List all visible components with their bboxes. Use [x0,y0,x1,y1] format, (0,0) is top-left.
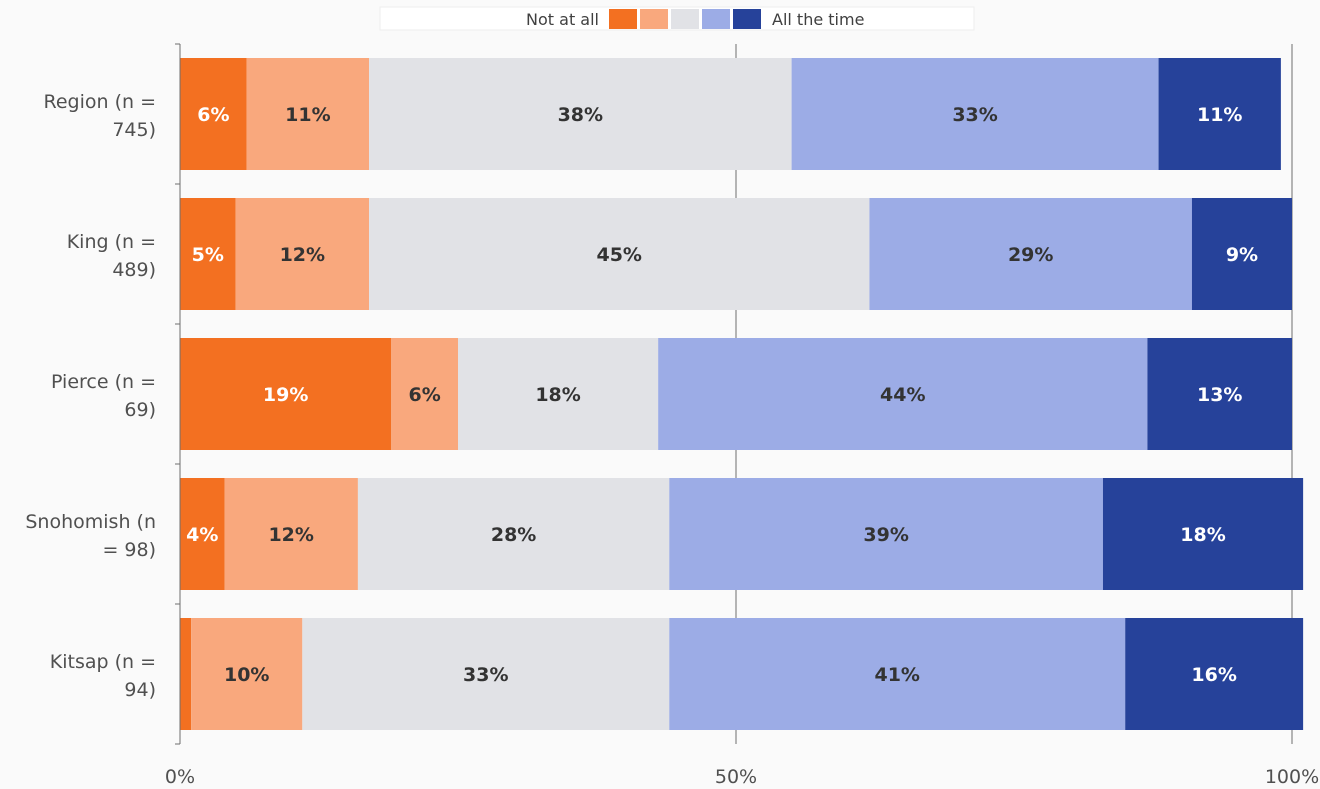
category-label: King (n = 489) [67,231,156,281]
category-label: Snohomish (n = 98) [25,511,156,561]
bar-segment [357,478,670,590]
bar-segment [180,618,192,730]
bar-data-label: 16% [1191,664,1236,686]
bar-segment [224,478,358,590]
bar-data-label: 38% [558,104,603,126]
legend-swatch [671,9,699,29]
bar-data-label: 6% [409,384,441,406]
legend-swatch [640,9,668,29]
category-label-line: Region (n = [44,91,157,113]
bar-data-label: 11% [285,104,330,126]
bar-segment [391,338,458,450]
bar-data-label: 28% [491,524,536,546]
bar-segment [658,338,1148,450]
legend-right-label: All the time [772,10,864,29]
bar-segment [669,618,1126,730]
legend-swatch [609,9,637,29]
bar-segment [1125,618,1304,730]
bar-data-label: 6% [197,104,229,126]
category-label: Pierce (n = 69) [51,371,156,421]
bar-data-label: 18% [535,384,580,406]
bar-data-label: 33% [952,104,997,126]
category-label-line: = 98) [102,539,156,561]
bar-segment [180,338,392,450]
bar-data-label: 13% [1197,384,1242,406]
category-label: Kitsap (n = 94) [50,651,156,701]
bar-data-label: 11% [1197,104,1242,126]
bar-segment [669,478,1103,590]
category-label: Region (n = 745) [44,91,157,141]
category-label-line: 489) [112,259,156,281]
bar-segment [235,198,370,310]
bar-data-label: 41% [874,664,919,686]
bar-data-label: 29% [1008,244,1053,266]
bar-segment [246,58,370,170]
x-tick-label: 100% [1265,766,1319,788]
legend-swatches [609,9,761,29]
bar-data-label: 10% [224,664,269,686]
legend-swatch [733,9,761,29]
x-tick-label: 50% [715,766,757,788]
axis-layer: 0% 50% 100% Region (n = 745) King (n = 489) Pie… [25,43,1319,788]
category-label-line: Snohomish (n [25,511,156,533]
category-label-line: 69) [124,399,156,421]
legend-left-label: Not at all [526,10,599,29]
bar-segment [1191,198,1292,310]
bar-segment [180,58,247,170]
category-label-line: Kitsap (n = [50,651,156,673]
bar-data-label: 5% [192,244,224,266]
bar-data-label: 4% [186,524,218,546]
bar-segment [180,478,225,590]
category-label-line: 94) [124,679,156,701]
bar-segment [191,618,303,730]
bar-segment [369,198,870,310]
bar-data-label: 12% [280,244,325,266]
bar-segment [1102,478,1304,590]
bar-data-label: 18% [1180,524,1225,546]
bar-segment [1158,58,1281,170]
bar-data-label: 33% [463,664,508,686]
category-label-line: Pierce (n = [51,371,156,393]
bar-data-label: 9% [1226,244,1258,266]
legend-swatch [702,9,730,29]
bars-layer: 6% 11% 38% 33% 11% 5% 12% 45% 29% 9% 19% 6% 18% 44% 13… [180,58,1304,730]
bar-segment [180,198,236,310]
bar-data-label: 44% [880,384,925,406]
category-label-line: 745) [112,119,156,141]
category-label-line: King (n = [67,231,156,253]
bar-data-label: 19% [263,384,308,406]
bar-segment [458,338,659,450]
x-tick-label: 0% [165,766,195,788]
bar-segment [791,58,1159,170]
bar-segment [302,618,670,730]
bar-segment [1147,338,1292,450]
bar-data-label: 39% [863,524,908,546]
bar-data-label: 45% [596,244,641,266]
bar-data-label: 12% [268,524,313,546]
legend: Not at all All the time [379,6,975,31]
bar-segment [369,58,792,170]
bar-segment [869,198,1192,310]
